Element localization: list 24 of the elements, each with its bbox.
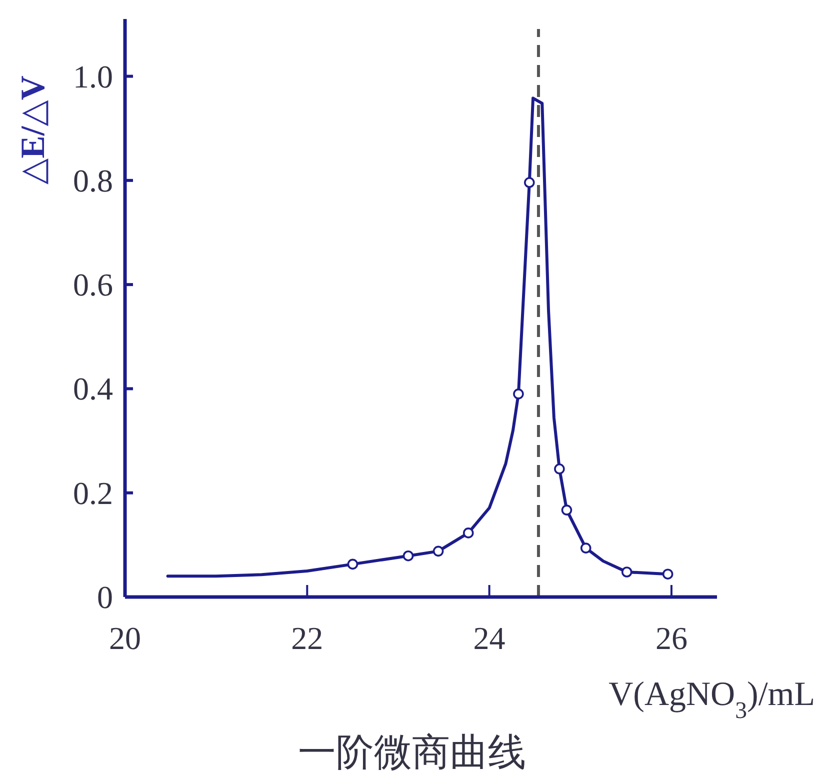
x-tick-label: 22 — [291, 620, 324, 656]
point — [662, 568, 674, 580]
point — [402, 550, 414, 562]
point — [554, 464, 565, 474]
y-tick-label: 0.4 — [73, 370, 113, 407]
x-tick-label: 26 — [655, 620, 688, 656]
point — [432, 546, 444, 557]
point — [580, 542, 592, 554]
y-tick-label: 0.8 — [73, 162, 113, 198]
x-tick-label: 20 — [109, 620, 141, 656]
x-tick-label: 24 — [473, 620, 506, 656]
point — [513, 388, 524, 400]
point — [561, 504, 572, 516]
point — [524, 177, 535, 188]
y-tick-label: 1.0 — [73, 58, 113, 94]
y-tick-label: 0.2 — [73, 474, 113, 511]
y-tick-label: 0.6 — [73, 266, 113, 303]
text: 一阶微商曲线 — [298, 732, 526, 774]
y-tick-label: 0 — [97, 579, 113, 615]
point — [621, 566, 632, 578]
point — [347, 558, 358, 570]
point — [462, 528, 474, 538]
x-axis-title: V(AgNO$_{3}$)/mL — [608, 676, 815, 724]
y-axis-title: △E/△V — [15, 75, 52, 184]
